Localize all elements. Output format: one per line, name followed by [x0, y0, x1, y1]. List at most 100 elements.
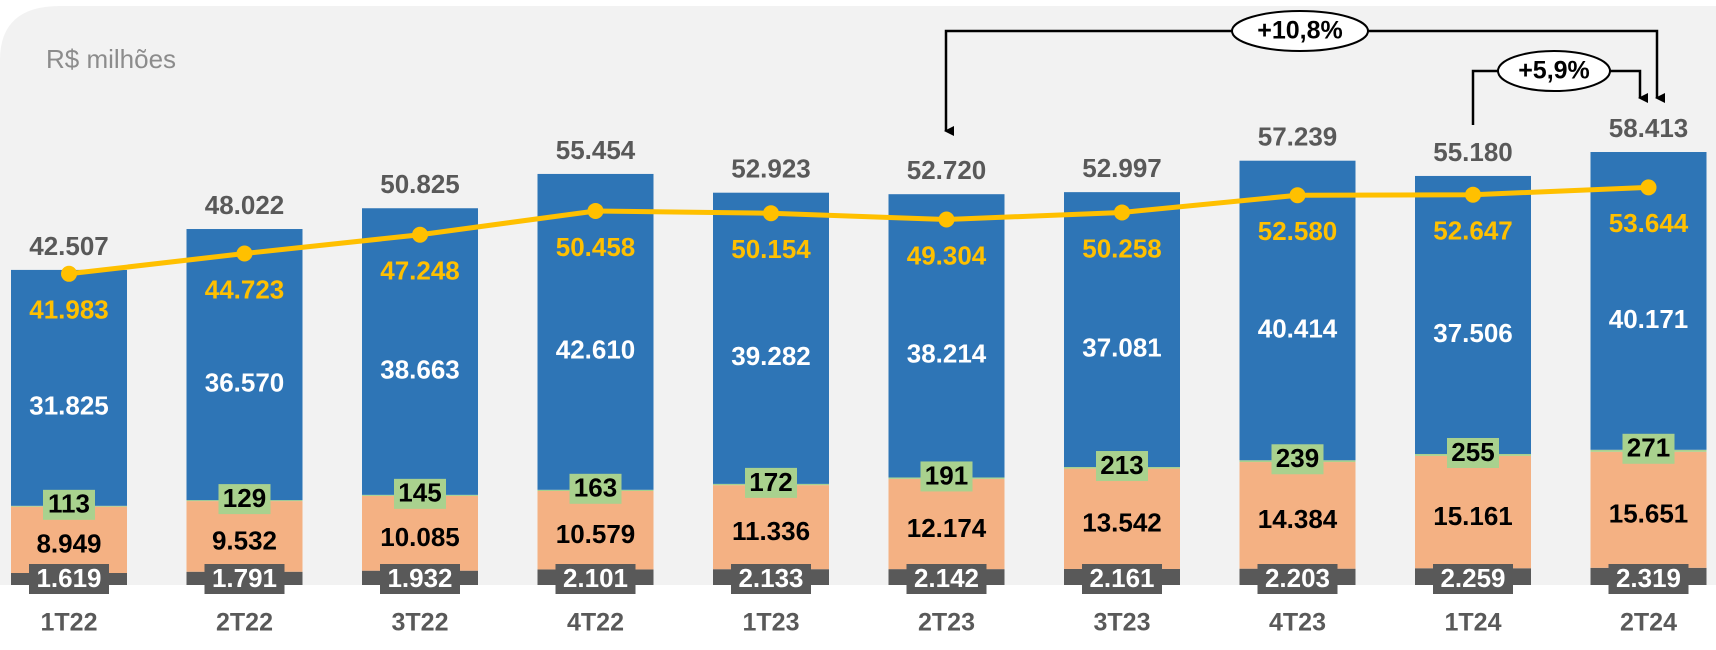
- value-label: 2.161: [1089, 563, 1154, 593]
- x-tick-label: 1T24: [1445, 609, 1502, 637]
- line-point: [1289, 187, 1306, 204]
- line-point: [236, 245, 253, 262]
- bar-segment: [1415, 455, 1531, 569]
- value-label: 8.949: [36, 529, 101, 559]
- label-box: [1082, 564, 1162, 594]
- value-label: 9.532: [212, 525, 277, 555]
- label-box: [1622, 433, 1675, 464]
- line-point: [763, 205, 779, 222]
- label-box: [218, 484, 271, 515]
- value-label: 1.932: [387, 563, 452, 593]
- value-label: 213: [1100, 450, 1143, 480]
- value-label: 38.214: [907, 339, 987, 369]
- line-point: [1640, 179, 1657, 196]
- value-label: 36.570: [205, 367, 285, 397]
- bar-segment: [537, 491, 654, 570]
- line: [68, 184, 1649, 277]
- x-tick-label: 2T24: [1620, 609, 1677, 637]
- annotations: +10,8% +5,9%: [944, 10, 1665, 136]
- line-label: 41.983: [29, 295, 109, 325]
- bar-segment: [888, 194, 1005, 478]
- label-box: [731, 564, 811, 594]
- line-point: [1114, 204, 1130, 221]
- line-label: 50.154: [731, 234, 811, 264]
- label-box: [1447, 437, 1499, 468]
- line-label: 49.304: [907, 240, 987, 270]
- value-label: 39.282: [731, 341, 811, 371]
- bar-segment: [186, 229, 303, 501]
- line-point: [412, 226, 428, 243]
- value-label: 40.414: [1258, 313, 1338, 343]
- total-label: 52.720: [907, 155, 987, 185]
- line-label: 53.644: [1609, 208, 1689, 238]
- total-label: 55.454: [556, 135, 636, 165]
- total-label: 52.997: [1082, 153, 1162, 183]
- total-label: 48.022: [205, 190, 285, 220]
- value-label: 2.133: [738, 563, 803, 593]
- label-box: [29, 564, 109, 594]
- annotation-bubble: [1497, 50, 1611, 92]
- value-label: 2.203: [1265, 563, 1330, 593]
- value-label: 113: [48, 489, 90, 519]
- line-label: 47.248: [380, 256, 460, 286]
- bar-segment: [888, 478, 1005, 570]
- value-label: 40.171: [1609, 304, 1689, 334]
- label-box: [555, 564, 636, 594]
- value-label: 42.610: [556, 335, 636, 365]
- value-label: 2.259: [1440, 563, 1505, 593]
- value-label: 10.579: [556, 519, 636, 549]
- line-label: 50.458: [556, 232, 636, 262]
- x-tick-label: 1T23: [743, 609, 800, 637]
- x-tick-label: 4T22: [567, 609, 624, 637]
- total-label: 58.413: [1609, 113, 1689, 143]
- value-label: 191: [925, 460, 968, 490]
- line-label: 52.647: [1433, 216, 1513, 246]
- x-tick-label: 2T23: [918, 609, 975, 637]
- bar-segment: [1590, 451, 1707, 568]
- value-label: 37.081: [1082, 332, 1162, 362]
- x-tick-label: 3T23: [1094, 609, 1151, 637]
- value-label: 11.336: [732, 516, 810, 546]
- label-box: [394, 478, 446, 509]
- value-label: 13.542: [1082, 508, 1162, 538]
- label-box: [1608, 564, 1689, 594]
- value-label: 129: [223, 483, 266, 513]
- value-label: 15.161: [1433, 501, 1513, 531]
- value-label: 12.174: [907, 513, 987, 543]
- total-label: 52.923: [731, 154, 811, 184]
- line-label: 44.723: [205, 274, 285, 304]
- line-label: 52.580: [1258, 216, 1338, 246]
- value-label: 2.319: [1616, 563, 1681, 593]
- x-tick-label: 2T22: [216, 609, 273, 637]
- total-label: 55.180: [1433, 137, 1513, 167]
- value-label: 38.663: [380, 354, 460, 384]
- label-box: [745, 467, 797, 498]
- value-label: 255: [1451, 437, 1494, 467]
- unit-label: R$ milhões: [46, 44, 176, 74]
- label-box: [1096, 451, 1148, 482]
- x-tick-label: 3T22: [392, 609, 449, 637]
- label-box: [906, 564, 987, 594]
- label-box: [1271, 444, 1324, 475]
- line-point: [1465, 186, 1481, 203]
- total-label: 42.507: [29, 231, 109, 261]
- bar-segment: [1590, 152, 1707, 450]
- value-label: 1.619: [36, 563, 101, 593]
- value-label: 1.791: [212, 563, 277, 593]
- label-box: [43, 489, 95, 520]
- value-label: 2.101: [563, 563, 628, 593]
- x-tick-label: 4T23: [1269, 609, 1326, 637]
- bar-segment: [1239, 462, 1356, 569]
- value-label: 14.384: [1258, 504, 1338, 534]
- bar-segment: [1415, 175, 1531, 454]
- value-label: 271: [1627, 433, 1670, 463]
- value-label: 239: [1276, 443, 1319, 473]
- value-label: 37.506: [1433, 318, 1513, 348]
- line-point: [938, 211, 955, 228]
- value-label: 163: [574, 473, 617, 503]
- line-label: 50.258: [1082, 233, 1162, 263]
- bar-segment: [537, 173, 654, 490]
- value-label: 145: [398, 478, 441, 508]
- line-point: [587, 202, 604, 219]
